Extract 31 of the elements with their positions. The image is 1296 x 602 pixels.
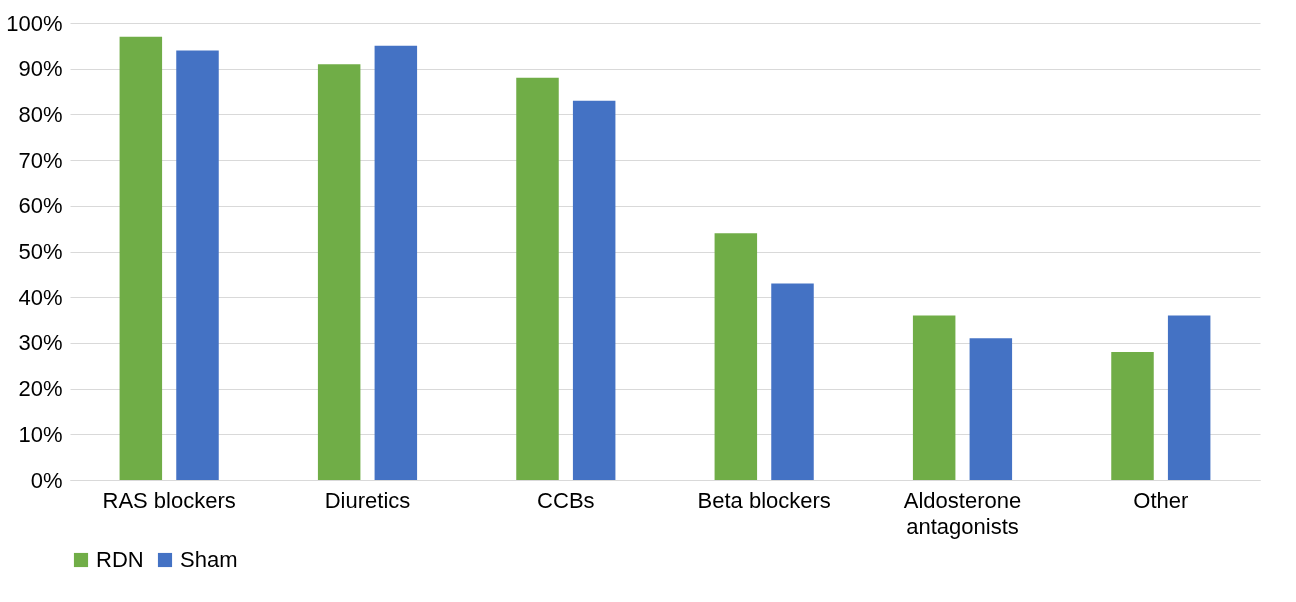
bar <box>912 315 956 480</box>
bar <box>1111 352 1154 480</box>
x-tick-label: Beta blockers <box>697 487 831 513</box>
x-tick-label: CCBs <box>537 487 595 513</box>
y-tick-label: 70% <box>18 147 63 173</box>
legend-label: Sham <box>180 547 238 572</box>
x-tick-label: RAS blockers <box>102 487 236 513</box>
y-tick-label: 40% <box>18 284 63 310</box>
x-tick-label: Diuretics <box>324 487 411 513</box>
y-tick-label: 0% <box>30 467 63 493</box>
y-tick-label: 80% <box>18 101 63 127</box>
bar <box>176 50 219 480</box>
bar <box>969 338 1013 480</box>
bar <box>374 45 418 480</box>
y-tick-label: 60% <box>18 193 63 219</box>
x-tick-label: Aldosterone antagonists <box>903 487 1022 539</box>
bar <box>119 36 163 480</box>
y-tick-label: 30% <box>18 330 63 356</box>
bar <box>771 283 814 480</box>
y-tick-label: 90% <box>18 56 63 82</box>
y-tick-label: 50% <box>18 239 63 264</box>
y-tick-label: 10% <box>18 421 63 447</box>
bar <box>572 100 616 480</box>
y-tick-label: 100% <box>6 10 63 36</box>
y-tick-label: 20% <box>18 376 63 402</box>
x-tick-label: Other <box>1133 487 1189 513</box>
bar <box>317 64 361 480</box>
bar <box>1167 315 1211 480</box>
bar <box>714 233 758 480</box>
legend-label: RDN <box>96 547 144 572</box>
bar <box>516 77 559 480</box>
